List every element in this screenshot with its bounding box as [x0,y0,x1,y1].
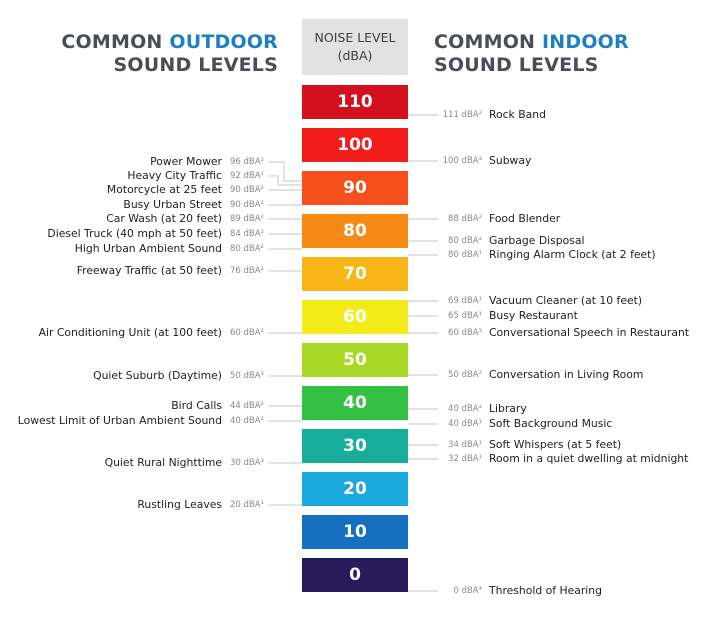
level-block-110: 110 [302,85,408,119]
outdoor-source-value: 84 dBA² [230,229,264,239]
outdoor-source-name: Diesel Truck (40 mph at 50 feet) [47,227,222,240]
outdoor-header: COMMON OUTDOOR SOUND LEVELS [61,31,278,77]
outdoor-source-name: Car Wash (at 20 feet) [106,212,222,225]
indoor-header-plain: COMMON [434,31,542,53]
outdoor-source-value: 76 dBA² [230,266,264,276]
outdoor-header-line2: SOUND LEVELS [113,54,278,76]
indoor-source-name: Garbage Disposal [489,234,585,247]
leader-line [268,175,302,186]
indoor-source-value: 65 dBA¹ [448,311,482,321]
level-block-10: 10 [302,515,408,549]
indoor-source-name: Food Blender [489,212,561,225]
noise-header-line2: (dBA) [337,48,373,63]
level-block-50: 50 [302,343,408,377]
outdoor-source-name: Quiet Rural Nighttime [104,456,222,469]
outdoor-source-value: 60 dBA² [230,328,264,338]
outdoor-source-value: 90 dBA² [230,185,264,195]
outdoor-source-name: Busy Urban Street [123,198,222,211]
indoor-source-name: Conversational Speech in Restaurant [489,326,690,339]
level-block-30: 30 [302,429,408,463]
level-block-40: 40 [302,386,408,420]
indoor-source-value: 50 dBA² [448,370,482,380]
outdoor-source-name: Air Conditioning Unit (at 100 feet) [38,326,222,339]
indoor-source-value: 88 dBA² [448,214,482,224]
indoor-source-value: 111 dBA² [442,110,482,120]
indoor-source-name: Room in a quiet dwelling at midnight [489,452,689,465]
outdoor-source-value: 96 dBA² [230,157,264,167]
indoor-source-name: Library [489,402,527,415]
indoor-header: COMMON INDOOR SOUND LEVELS [434,31,629,77]
outdoor-source-name: Heavy City Traffic [127,169,222,182]
outdoor-source-name: Power Mower [150,155,222,168]
indoor-source-name: Threshold of Hearing [489,584,602,597]
outdoor-source-value: 92 dBA¹ [230,171,264,181]
outdoor-source-value: 44 dBA² [230,401,264,411]
indoor-source-value: 69 dBA¹ [448,296,482,306]
indoor-source-value: 80 dBA¹ [448,250,482,260]
indoor-source-value: 40 dBA² [448,404,482,414]
indoor-source-name: Soft Whispers (at 5 feet) [489,438,622,451]
indoor-source-value: 80 dBA² [448,236,482,246]
indoor-source-value: 32 dBA¹ [448,454,482,464]
noise-header-line1: NOISE LEVEL [314,30,396,45]
outdoor-source-name: Lowest Limit of Urban Ambient Sound [17,414,222,427]
level-block-80: 80 [302,214,408,248]
noise-level-header: NOISE LEVEL (dBA) [302,19,408,75]
outdoor-header-plain: COMMON [61,31,170,53]
indoor-source-name: Subway [489,154,532,167]
level-block-70: 70 [302,257,408,291]
outdoor-source-value: 89 dBA² [230,214,264,224]
outdoor-source-value: 80 dBA² [230,244,264,254]
outdoor-source-value: 50 dBA³ [230,371,264,381]
indoor-header-accent: INDOOR [541,31,629,53]
outdoor-source-value: 30 dBA³ [230,458,264,468]
outdoor-source-value: 20 dBA¹ [230,500,264,510]
indoor-source-value: 0 dBA⁴ [453,586,482,596]
outdoor-source-value: 40 dBA² [230,416,264,426]
outdoor-source-value: 90 dBA² [230,200,264,210]
leader-line [268,161,302,182]
indoor-source-value: 100 dBA³ [442,156,482,166]
indoor-source-value: 40 dBA¹ [448,419,482,429]
outdoor-source-name: Motorcycle at 25 feet [106,183,222,196]
outdoor-source-name: High Urban Ambient Sound [74,242,222,255]
outdoor-source-name: Rustling Leaves [137,498,222,511]
indoor-header-line2: SOUND LEVELS [434,54,599,76]
level-block-100: 100 [302,128,408,162]
level-block-20: 20 [302,472,408,506]
indoor-source-name: Soft Background Music [489,417,613,430]
outdoor-source-name: Bird Calls [171,399,222,412]
indoor-source-name: Rock Band [489,108,546,121]
level-block-0: 0 [302,558,408,592]
indoor-source-name: Ringing Alarm Clock (at 2 feet) [489,248,656,261]
indoor-source-value: 34 dBA¹ [448,440,482,450]
indoor-source-value: 60 dBA³ [448,328,482,338]
indoor-source-name: Conversation in Living Room [489,368,644,381]
outdoor-source-name: Freeway Traffic (at 50 feet) [76,264,222,277]
indoor-source-name: Vacuum Cleaner (at 10 feet) [489,294,643,307]
level-block-60: 60 [302,300,408,334]
outdoor-header-accent: OUTDOOR [169,31,278,53]
level-block-90: 90 [302,171,408,205]
outdoor-source-name: Quiet Suburb (Daytime) [93,369,222,382]
indoor-source-name: Busy Restaurant [489,309,578,322]
